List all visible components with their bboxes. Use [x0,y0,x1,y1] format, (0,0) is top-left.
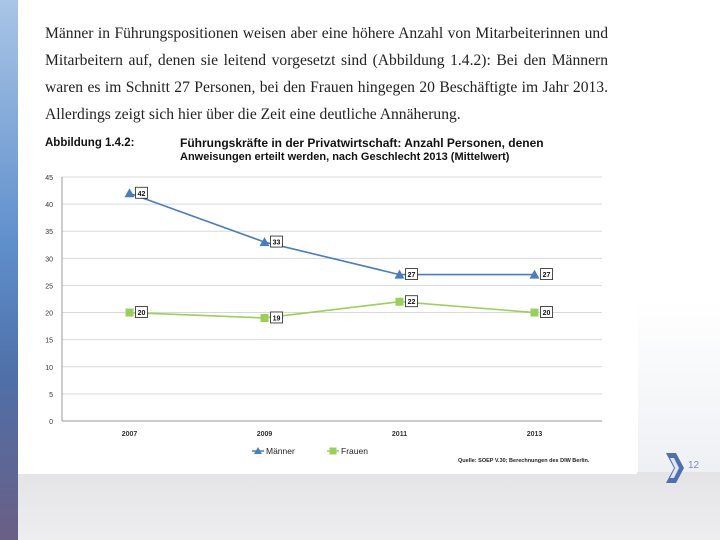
chart-subtitle: Anweisungen erteilt werden, nach Geschle… [180,151,510,163]
chart-source-note: Quelle: SOEP V.30; Berechnungen des DIW … [458,458,590,464]
data-label: 27 [543,272,551,279]
left-accent-bar [0,0,18,540]
x-tick-label: 2007 [122,431,138,438]
data-label-box [270,311,283,324]
right-shade [638,300,720,472]
y-tick-label: 20 [45,311,53,318]
marker-Männer [259,237,270,247]
data-label-box [405,268,418,281]
marker-Frauen [395,297,404,306]
y-tick-label: 5 [49,392,53,399]
y-tick-label: 40 [45,202,53,209]
data-label: 20 [543,310,551,317]
y-tick-label: 30 [45,256,53,263]
data-label: 19 [273,315,281,322]
x-tick-label: 2013 [527,431,543,438]
next-chevron-icon[interactable] [664,451,686,485]
data-label-box [135,186,148,199]
legend-marker [329,447,337,455]
marker-Frauen [530,308,539,317]
series-line-Männer [129,192,535,276]
data-label-box [270,235,283,248]
data-label: 22 [408,299,416,306]
marker-Frauen [260,313,269,322]
data-label: 20 [138,310,146,317]
marker-Männer [529,269,540,279]
y-tick-label: 35 [45,229,53,236]
marker-Frauen [125,308,134,317]
data-label-box [135,306,148,318]
data-label-box [405,295,418,308]
y-tick-label: 10 [45,365,53,372]
x-tick-label: 2009 [257,431,273,438]
marker-Männer [124,188,135,198]
legend-entry: Frauen [341,446,368,456]
data-label: 33 [273,240,281,247]
data-label: 27 [408,272,416,279]
legend-entry: Männer [266,446,295,456]
y-tick-label: 25 [45,283,53,290]
legend-marker [254,447,262,454]
body-paragraph: Männer in Führungspositionen weisen aber… [45,25,608,123]
data-label: 42 [138,191,146,198]
document-page [18,0,637,474]
y-tick-label: 0 [49,419,53,426]
data-label-box [540,306,553,318]
series-line-Frauen [129,300,535,319]
x-tick-label: 2011 [392,431,407,438]
y-tick-label: 15 [45,338,53,345]
page-number: 12 [688,460,700,471]
y-tick-label: 45 [45,175,53,182]
bottom-band [18,472,720,540]
marker-Männer [394,269,405,279]
data-label-box [540,268,553,281]
figure-label: Abbildung 1.4.2: [45,137,135,149]
chart-title: Führungskräfte in der Privatwirtschaft: … [180,136,544,150]
